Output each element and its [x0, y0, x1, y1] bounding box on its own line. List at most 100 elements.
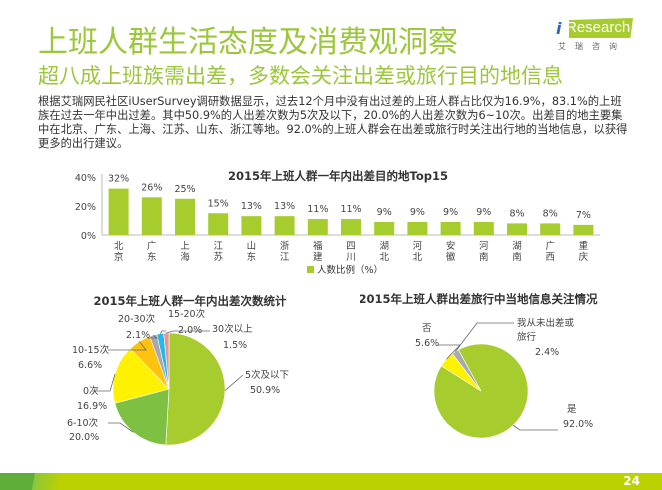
- y-tick-label: 40%: [75, 173, 96, 184]
- slice-value-label: 5.6%: [415, 338, 439, 349]
- x-tick-label: 广: [545, 240, 555, 252]
- x-tick-label: 重: [579, 240, 589, 252]
- slice-value-label: 92.0%: [563, 419, 593, 430]
- slice-value-label: 16.9%: [77, 401, 107, 412]
- bar: [440, 221, 461, 235]
- logo-text: Research: [566, 19, 631, 36]
- bar-value-label: 9%: [410, 207, 425, 218]
- leader-line: [108, 422, 134, 433]
- bar-legend: 人数比例（%）: [307, 264, 383, 276]
- bar: [208, 213, 229, 235]
- leader-line: [108, 341, 147, 351]
- bar: [307, 219, 328, 235]
- logo-i: i: [556, 19, 562, 38]
- bar-value-label: 25%: [174, 184, 195, 195]
- bar-value-label: 8%: [509, 208, 524, 219]
- x-tick-label: 福: [313, 240, 323, 252]
- leader-line: [512, 424, 558, 431]
- slice-label: 旅行: [517, 331, 537, 343]
- x-tick-label: 京: [114, 251, 124, 263]
- x-tick-label: 河: [413, 240, 423, 252]
- bar-value-label: 9%: [443, 207, 458, 218]
- slice-label: 30次以上: [212, 323, 253, 335]
- slice-value-label: 2.1%: [126, 330, 150, 341]
- slice-value-label: 2.0%: [178, 325, 202, 336]
- leader-line: [92, 373, 116, 392]
- slice-value-label: 1.5%: [223, 340, 247, 351]
- bar-value-label: 11%: [340, 204, 361, 215]
- x-tick-label: 北: [114, 241, 124, 252]
- bar-value-label: 13%: [241, 201, 262, 212]
- bar: [374, 221, 395, 235]
- slice-label: 5次及以下: [245, 369, 289, 381]
- bar: [241, 216, 262, 235]
- x-tick-label: 山: [247, 241, 257, 252]
- bar: [473, 221, 494, 235]
- page-subtitle: 超八成上班族需出差，多数会关注出差或旅行目的地信息: [38, 64, 563, 88]
- pie1-title: 2015年上班人群一年内出差次数统计: [93, 294, 287, 308]
- slice-label: 6-10次: [67, 417, 99, 429]
- x-tick-label: 湖: [379, 241, 389, 252]
- bar: [108, 188, 129, 235]
- footer-bar: 24: [0, 473, 662, 490]
- pie1-slices: [112, 332, 226, 446]
- leader-line: [455, 322, 514, 352]
- bar-value-label: 32%: [108, 174, 129, 185]
- x-tick-label: 海: [180, 251, 190, 263]
- x-tick-label: 庆: [579, 251, 589, 263]
- x-tick-label: 江: [213, 241, 223, 252]
- slice-value-label: 20.0%: [69, 432, 99, 443]
- x-tick-label: 四: [346, 241, 356, 252]
- x-tick-label: 浙: [280, 240, 290, 252]
- bar: [540, 223, 561, 235]
- bar-value-label: 8%: [543, 208, 558, 219]
- bar-value-label: 7%: [576, 210, 591, 221]
- x-tick-label: 广: [147, 240, 157, 252]
- logo-badge: [569, 18, 633, 38]
- x-tick-label: 湖: [512, 241, 522, 252]
- bar: [341, 219, 361, 235]
- y-tick-label: 20%: [75, 202, 96, 213]
- leader-line: [224, 374, 244, 391]
- leader-line: [148, 334, 159, 339]
- bar-chart-title: 2015年上班人群一年内出差目的地Top15: [228, 169, 448, 183]
- x-tick-label: 苏: [213, 251, 223, 263]
- page-title: 上班人群生活态度及消费观洞察: [38, 25, 458, 60]
- x-tick-label: 东: [147, 251, 157, 263]
- pie1-labels: 5次及以下 50.9% 6-10次 20.0% 0次 16.9% 10-15次 6.6% 20-…: [67, 308, 289, 443]
- slice-label: 否: [422, 323, 432, 334]
- x-tick-label: 北: [379, 252, 389, 263]
- x-tick-label: 建: [313, 251, 323, 263]
- slice-value-label: 2.4%: [535, 347, 559, 358]
- pie2-title: 2015年上班人群出差旅行中当地信息关注情况: [360, 292, 598, 306]
- legend-swatch: [307, 266, 314, 273]
- x-tick-label: 南: [512, 251, 522, 263]
- leader-line: [159, 330, 166, 334]
- bar: [407, 221, 428, 235]
- bar: [573, 224, 594, 235]
- page-number: 24: [623, 474, 640, 488]
- x-tick-label: 北: [413, 252, 423, 263]
- y-tick-label: 0%: [81, 231, 96, 242]
- bar-value-label: 11%: [307, 204, 328, 215]
- bar: [141, 197, 162, 235]
- slice-value-label: 50.9%: [250, 385, 280, 396]
- bar: [507, 223, 527, 235]
- bar-value-label: 9%: [476, 207, 491, 218]
- x-tick-label: 河: [479, 240, 489, 252]
- slice-label: 0次: [83, 385, 99, 397]
- pie2-slices: [433, 343, 529, 439]
- summary-paragraph: 根据艾瑞网民社区iUserSurvey调研数据显示，过去12个月中没有出过差的上…: [38, 95, 628, 150]
- bar: [175, 198, 195, 235]
- x-tick-label: 川: [346, 252, 356, 263]
- x-tick-label: 徽: [446, 251, 456, 263]
- legend-label: 人数比例（%）: [317, 264, 383, 276]
- x-tick-label: 上: [180, 241, 190, 252]
- footer-accent: [0, 473, 60, 490]
- leader-line: [166, 330, 210, 334]
- pie-chart-local-info: 2015年上班人群出差旅行中当地信息关注情况 是 92.0% 否 5.6% 我从未出差或…: [360, 292, 598, 439]
- bar-value-label: 26%: [141, 182, 162, 193]
- bar-value-label: 13%: [274, 201, 295, 212]
- iresearch-logo: i Research 艾瑞咨询: [556, 18, 638, 52]
